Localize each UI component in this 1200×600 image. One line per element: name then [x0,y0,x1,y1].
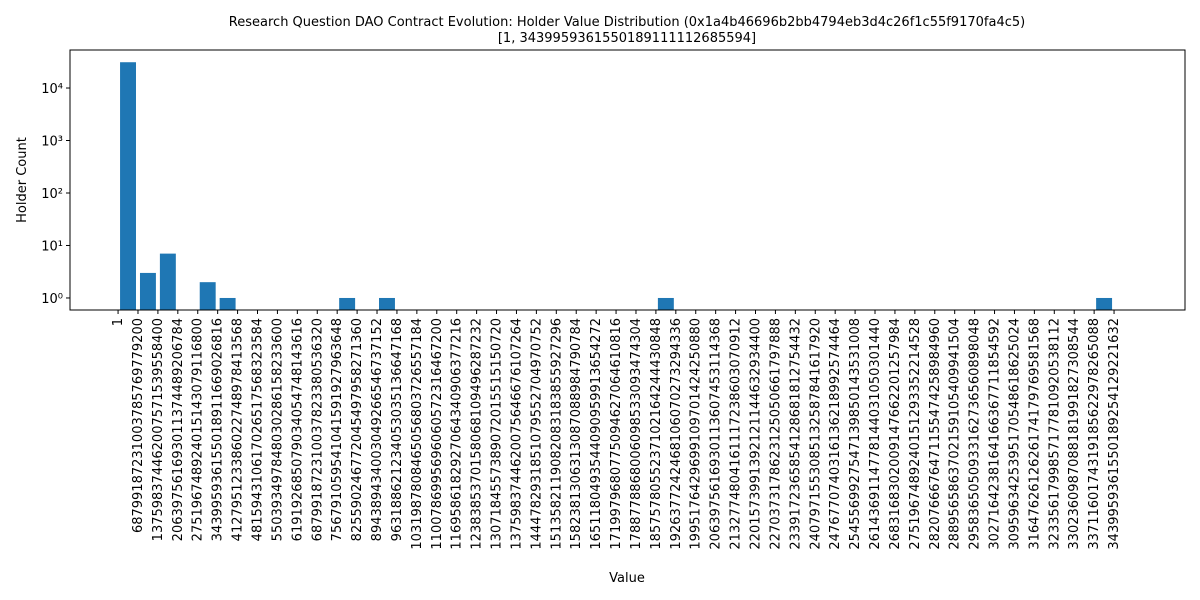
x-tick-label: 1444782931851079552704970752 [529,318,544,550]
x-tick-label: 687991872310037823380536320 [310,318,325,541]
x-tick-label: 1100786995696060572316467200 [430,318,445,550]
x-tick-label: 1788778868006098533093474304 [629,318,644,550]
y-tick-label: 10⁰ [41,292,63,307]
x-tick-label: 3164762612626174179769581568 [1027,318,1042,550]
x-tick-label: 3233561799857177810920538112 [1047,318,1062,550]
plot-frame [69,49,1186,311]
x-tick-label: 68799187231003785769779200 [131,318,146,533]
x-tick-label: 481594310617026517568323584 [251,318,266,541]
x-tick-label: 1307184557389072015515150720 [490,318,505,550]
x-tick-label: 2545569927547139850143531008 [848,318,863,550]
y-tick-label: 10⁴ [41,82,63,97]
x-tick-label: 1238385370158068109496287232 [470,318,485,550]
x-tick-label: 2889565863702159105409941504 [948,318,963,550]
x-tick-label: 825590246772045497958271360 [350,318,365,541]
bar [379,297,395,310]
x-tick-label: 2132774804161117238603070912 [729,318,744,550]
bar [1096,297,1113,310]
x-tick-label: 1031987808465056803726557184 [410,318,425,550]
x-tick-label: 206397561693011374489206784 [171,318,186,541]
chart-title: Research Question DAO Contract Evolution… [229,15,1025,30]
chart-subtitle: [1, 3439959361550189111112685594] [498,31,756,46]
x-tick-label: 1 [111,318,126,326]
x-tick-label: 1651180493544090959913654272 [589,318,604,550]
bar [139,272,156,310]
x-tick-label: 2820766676471155474258984960 [928,318,943,550]
y-tick-label: 10² [41,187,63,202]
y-tick-label: 10¹ [41,239,63,254]
x-tick-label: 343995936155018911669026816 [211,318,226,541]
bar [159,253,176,310]
x-tick-label: 2201573991392121144632934400 [748,318,763,550]
x-tick-label: 2063975616930113607453114368 [709,318,724,550]
x-axis-label: Value [609,571,645,586]
x-tick-label: 2683168302009147662201257984 [888,318,903,550]
x-tick-label: 1926377242468106070273294336 [669,318,684,550]
x-tick-label: 2614369114778144031050301440 [868,318,883,550]
x-tick-label: 2407971553085132587841617920 [808,318,823,550]
x-tick-label: 137598374462007571539558400 [151,318,166,541]
bar [199,282,216,310]
x-tick-label: 3439959361550189254129221632 [1107,318,1122,550]
x-tick-label: 1169586182927064340906377216 [450,318,465,550]
x-tick-label: 1857578055237102164244430848 [649,318,664,550]
bar [339,297,356,310]
x-tick-label: 2339172365854128681812754432 [788,318,803,550]
y-tick-label: 10³ [41,135,63,150]
x-tick-label: 3095963425395170548618625024 [1007,318,1022,550]
x-tick-label: 2751967489240151293352214528 [908,318,923,550]
x-tick-label: 1375983744620075646676107264 [509,318,524,550]
x-tick-label: 550393497848030286158233600 [270,318,285,541]
x-tick-label: 412795123386022748978413568 [231,318,246,541]
x-tick-label: 894389434003049266546737152 [370,318,385,541]
x-tick-label: 1513582119082083183855927296 [549,318,564,550]
x-tick-label: 3027164238164166367711854592 [988,318,1003,550]
bar [219,297,236,310]
x-tick-label: 1582381306313087088984790784 [569,318,584,550]
x-tick-label: 963188621234053035136647168 [390,318,405,541]
x-tick-label: 275196748924015143079116800 [191,318,206,541]
x-tick-label: 3371160174319185622978265088 [1087,318,1102,550]
x-tick-label: 2270373178623125050661797888 [768,318,783,550]
bar [657,297,674,310]
x-tick-label: 1995176429699109701424250880 [689,318,704,550]
y-axis-label: Holder Count [15,137,30,223]
x-tick-label: 756791059541041591927963648 [330,318,345,541]
x-tick-label: 2476770740316136218992574464 [828,318,843,550]
x-tick-label: 1719979680775094627064610816 [609,318,624,550]
x-tick-label: 619192685079034054748143616 [290,318,305,541]
x-tick-label: 2958365050933162736560898048 [968,318,983,550]
bar [120,62,136,310]
x-tick-label: 3302360987088181991827308544 [1067,318,1082,550]
